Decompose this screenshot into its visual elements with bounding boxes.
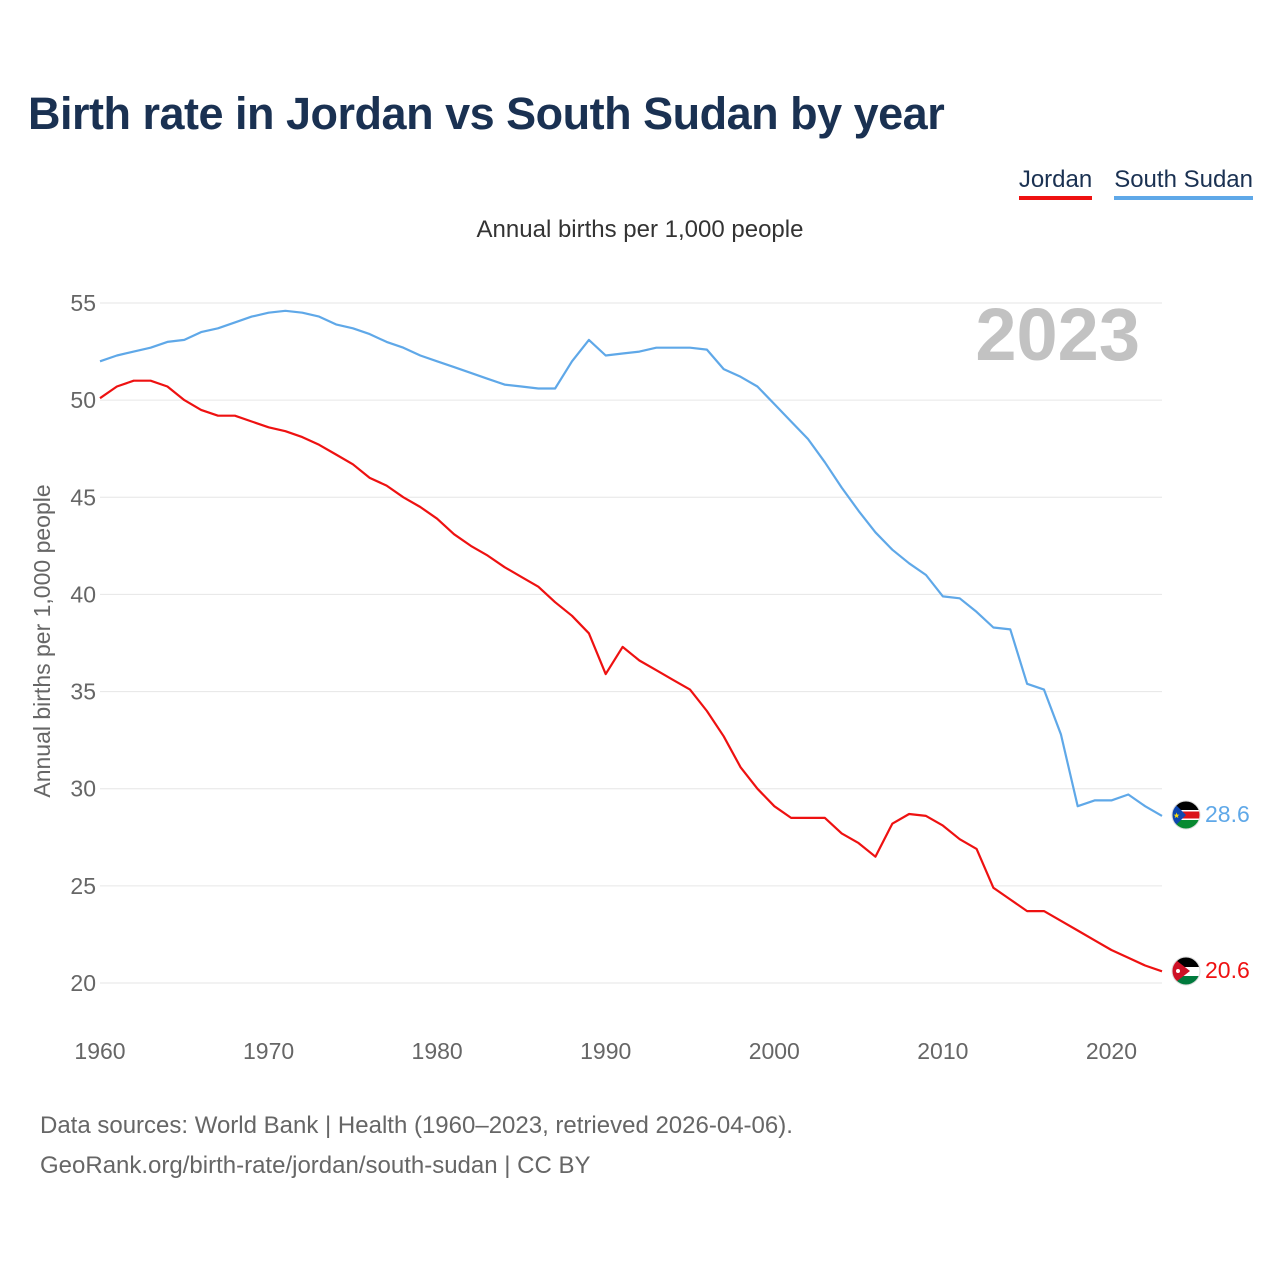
x-tick-label: 1990 (580, 1038, 631, 1064)
legend-item-jordan[interactable]: Jordan (1018, 166, 1093, 200)
year-watermark: 2023 (975, 293, 1140, 376)
source-note: Data sources: World Bank | Health (1960–… (40, 1106, 793, 1186)
series-line-south-sudan (99, 309, 1163, 817)
y-tick-label: 30 (70, 776, 96, 802)
chart-title: Birth rate in Jordan vs South Sudan by y… (28, 88, 945, 139)
y-tick-label: 25 (70, 873, 96, 899)
x-tick-label: 1980 (412, 1038, 463, 1064)
x-tick-label: 2020 (1086, 1038, 1137, 1064)
source-line-1: Data sources: World Bank | Health (1960–… (40, 1112, 793, 1139)
x-tick-label: 1960 (74, 1038, 125, 1064)
line-chart: 2023 Annual births per 1,000 people 20 25… (29, 290, 1250, 1064)
y-tick-label: 45 (70, 484, 96, 510)
y-axis-label: Annual births per 1,000 people (29, 484, 55, 797)
legend-item-south-sudan[interactable]: South Sudan (1114, 166, 1253, 200)
x-tick-label: 2010 (917, 1038, 968, 1064)
y-tick-label: 20 (70, 970, 96, 996)
x-tick-label: 1970 (243, 1038, 294, 1064)
source-line-2: GeoRank.org/birth-rate/jordan/south-suda… (40, 1152, 591, 1179)
y-tick-label: 55 (70, 290, 96, 316)
south-sudan-flag-icon (1172, 801, 1200, 829)
legend: Jordan South Sudan (1018, 166, 1253, 200)
series-line-jordan (99, 379, 1163, 973)
x-tick-label: 2000 (749, 1038, 800, 1064)
jordan-flag-icon (1172, 957, 1200, 985)
jordan-end-label: 20.6 (1205, 957, 1250, 983)
y-tick-label: 40 (70, 581, 96, 607)
south-sudan-end-label: 28.6 (1205, 801, 1250, 827)
chart-subtitle: Annual births per 1,000 people (476, 216, 804, 243)
y-tick-label: 35 (70, 679, 96, 705)
y-tick-label: 50 (70, 387, 96, 413)
